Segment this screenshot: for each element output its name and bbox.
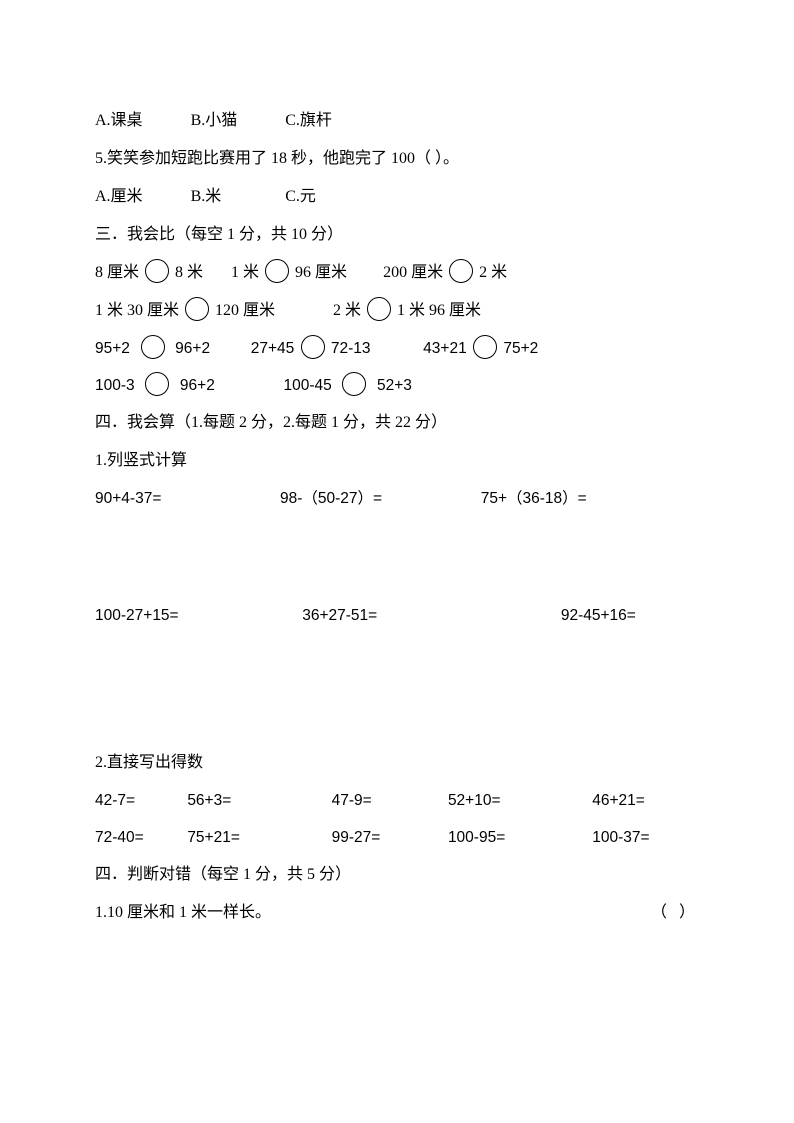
- workspace-2: [95, 637, 699, 747]
- s4-r4c: 99-27=: [332, 822, 444, 853]
- s4-r4d: 100-95=: [448, 822, 588, 853]
- s3-r1-a-right: 8 米: [175, 264, 203, 281]
- judge-q1-paren[interactable]: （ ）: [651, 897, 699, 929]
- s3-r1-a-left: 8 厘米: [95, 264, 139, 281]
- s3-row2: 1 米 30 厘米 120 厘米 2 米 1 米 96 厘米: [95, 295, 699, 327]
- s3-r4-b-left: 100-45: [283, 377, 331, 394]
- s3-r2-a-right: 120 厘米: [215, 302, 275, 319]
- compare-circle[interactable]: [145, 259, 169, 283]
- compare-circle[interactable]: [141, 335, 165, 359]
- s4-r4e: 100-37=: [592, 829, 649, 846]
- workspace-1: [95, 520, 699, 600]
- s4-r3e: 46+21=: [592, 792, 645, 809]
- s4-r3a: 42-7=: [95, 785, 183, 816]
- compare-circle[interactable]: [145, 372, 169, 396]
- compare-circle[interactable]: [367, 297, 391, 321]
- s3-r1-b-right: 96 厘米: [295, 264, 347, 281]
- s3-row1: 8 厘米 8 米 1 米 96 厘米 200 厘米 2 米: [95, 257, 699, 289]
- s3-r3-a-right: 96+2: [175, 340, 210, 357]
- s3-r2-b-right: 1 米 96 厘米: [397, 302, 481, 319]
- s3-row4: 100-3 96+2 100-45 52+3: [95, 370, 699, 401]
- s3-r4-a-right: 96+2: [180, 377, 215, 394]
- compare-circle[interactable]: [342, 372, 366, 396]
- s4-r2c: 92-45+16=: [561, 607, 636, 624]
- compare-circle[interactable]: [265, 259, 289, 283]
- s4-sub1: 1.列竖式计算: [95, 445, 699, 477]
- s4-r2a: 100-27+15=: [95, 607, 179, 624]
- s4-vert-row1: 90+4-37= 98-（50-27）= 75+（36-18）=: [95, 483, 699, 514]
- s4-sub1-text: 1.列竖式计算: [95, 452, 187, 469]
- s4-r1b: 98-（50-27）=: [280, 490, 382, 507]
- compare-circle[interactable]: [185, 297, 209, 321]
- s4-vert-row2: 100-27+15= 36+27-51= 92-45+16=: [95, 600, 699, 631]
- judge-q1-text: 1.10 厘米和 1 米一样长。: [95, 897, 271, 929]
- s3-row3: 95+2 96+2 27+45 72-13 43+21 75+2: [95, 333, 699, 364]
- worksheet-page: A.课桌 B.小猫 C.旗杆 5.笑笑参加短跑比赛用了 18 秒，他跑完了 10…: [0, 0, 794, 995]
- compare-circle[interactable]: [449, 259, 473, 283]
- s3-r3-c-right: 75+2: [503, 340, 538, 357]
- s3-r1-b-left: 1 米: [231, 264, 259, 281]
- s4-r3c: 47-9=: [332, 785, 444, 816]
- s4-r3b: 56+3=: [187, 785, 327, 816]
- q5-stem: 5.笑笑参加短跑比赛用了 18 秒，他跑完了 100（ ）。: [95, 143, 699, 175]
- section4calc-title: 四．我会算（1.每题 2 分，2.每题 1 分，共 22 分）: [95, 407, 699, 439]
- s4-sub2: 2.直接写出得数: [95, 747, 699, 779]
- s3-r2-a-left: 1 米 30 厘米: [95, 302, 179, 319]
- s3-r3-b-right: 72-13: [331, 340, 371, 357]
- compare-circle[interactable]: [473, 335, 497, 359]
- s3-r3-a-left: 95+2: [95, 340, 130, 357]
- q5-options: A.厘米 B.米 C.元: [95, 181, 699, 213]
- q5-option-a: A.厘米: [95, 181, 143, 213]
- s4-r2b: 36+27-51=: [302, 607, 377, 624]
- s4-sub2-text: 2.直接写出得数: [95, 754, 203, 771]
- judge-q1: 1.10 厘米和 1 米一样长。 （ ）: [95, 897, 699, 929]
- q4-option-b: B.小猫: [191, 105, 238, 137]
- s4-r4b: 75+21=: [187, 822, 327, 853]
- s4-direct-row2: 72-40= 75+21= 99-27= 100-95= 100-37=: [95, 822, 699, 853]
- q4-option-c: C.旗杆: [285, 105, 332, 137]
- s4-r1a: 90+4-37=: [95, 490, 161, 507]
- s4-r3d: 52+10=: [448, 785, 588, 816]
- q5-option-b: B.米: [191, 181, 222, 213]
- compare-circle[interactable]: [301, 335, 325, 359]
- s4-r1c: 75+（36-18）=: [481, 490, 587, 507]
- s3-r4-a-left: 100-3: [95, 377, 135, 394]
- section3-title: 三．我会比（每空 1 分，共 10 分）: [95, 219, 699, 251]
- s3-r4-b-right: 52+3: [377, 377, 412, 394]
- s3-r1-c-right: 2 米: [479, 264, 507, 281]
- s3-r3-c-left: 43+21: [423, 340, 467, 357]
- s3-r3-b-left: 27+45: [251, 340, 295, 357]
- q4-option-a: A.课桌: [95, 105, 143, 137]
- q5-option-c: C.元: [285, 181, 316, 213]
- section4judge-title: 四．判断对错（每空 1 分，共 5 分）: [95, 859, 699, 891]
- s4-direct-row1: 42-7= 56+3= 47-9= 52+10= 46+21=: [95, 785, 699, 816]
- s4-r4a: 72-40=: [95, 822, 183, 853]
- s3-r1-c-left: 200 厘米: [383, 264, 443, 281]
- q4-options: A.课桌 B.小猫 C.旗杆: [95, 105, 699, 137]
- s3-r2-b-left: 2 米: [333, 302, 361, 319]
